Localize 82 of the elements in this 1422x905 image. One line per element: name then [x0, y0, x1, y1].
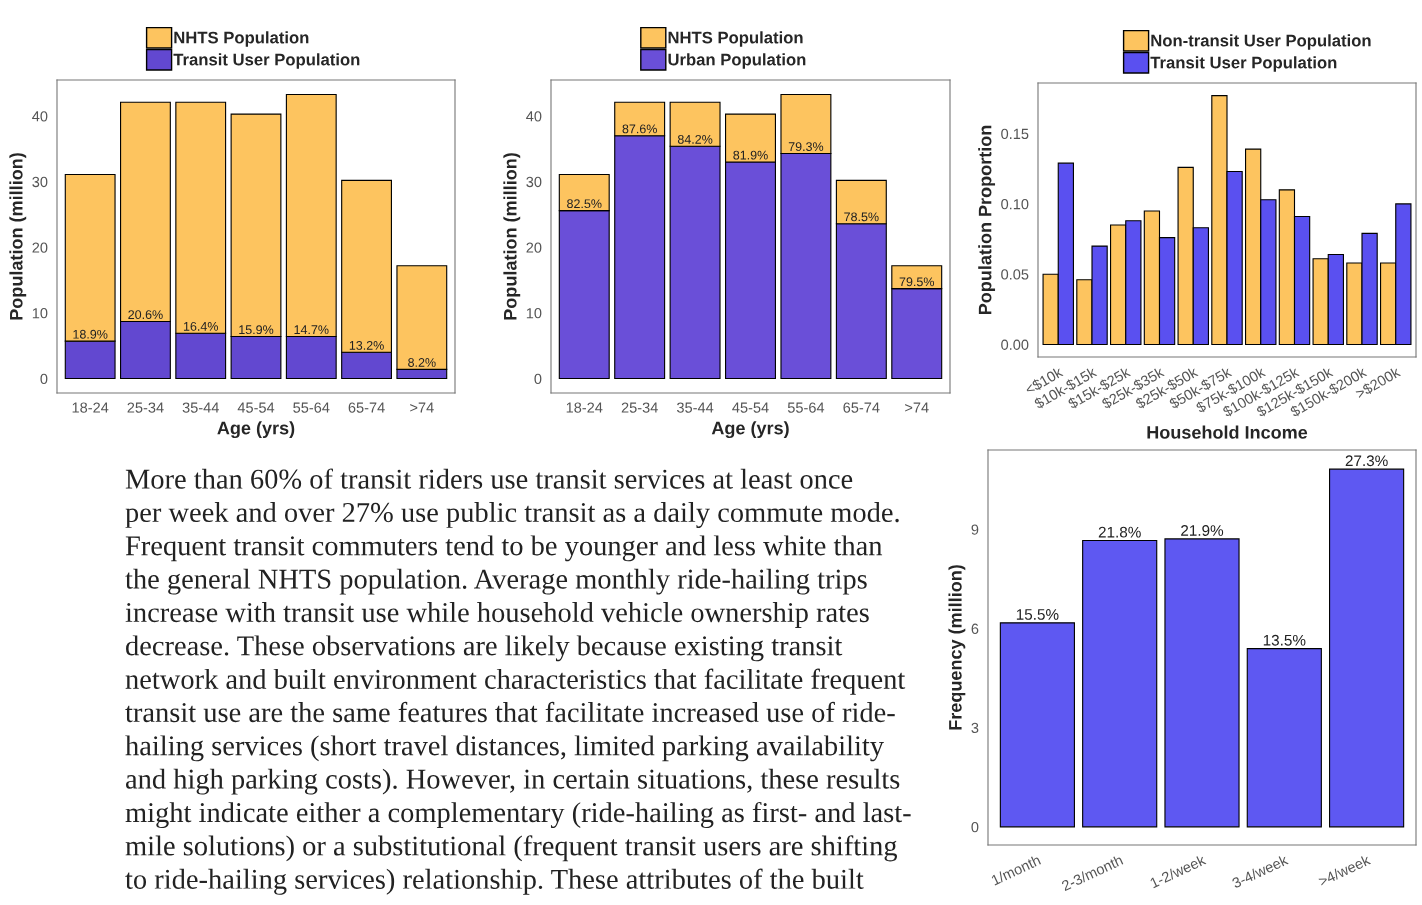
y-tick-label: 3 [971, 722, 979, 734]
y-tick-label: 0 [40, 373, 48, 384]
legend-label: Transit User Population [173, 53, 360, 69]
text: transit use are the same features that facilitate increased use of ride- [125, 701, 895, 723]
x-tick-label: >74 [410, 402, 434, 413]
text: increase with transit use while household vehicle ownership rates [125, 602, 869, 628]
y-tick-label: 10 [526, 308, 542, 319]
legend-label: Urban Population [668, 53, 806, 69]
text: and high parking costs). However, in certain situations, these results [126, 768, 900, 795]
text: to ride-hailing services) relationship. These attributes of the built [125, 868, 864, 895]
y-tick-label: 0.00 [1001, 339, 1029, 350]
y-tick-label: 0.10 [1001, 199, 1029, 210]
y-tick-label: 9 [971, 524, 979, 535]
text: might indicate either a complementary (ride-hailing as first- and last- [125, 801, 911, 829]
y-tick-label: 20 [32, 242, 48, 253]
annotation: 82.5% [567, 199, 602, 209]
y-axis-title: Frequency (million) [948, 565, 966, 730]
y-tick-label: 0 [971, 821, 979, 833]
x-tick-label: 18-24 [566, 402, 603, 413]
annotation: 8.2% [408, 358, 436, 367]
text: hailing services (short travel distances, limited parking availability [125, 735, 884, 762]
y-tick-label: 6 [971, 623, 979, 634]
x-tick-label: 35-44 [182, 402, 219, 413]
bar [1082, 540, 1158, 828]
text: Frequent transit commuters tend to be younger and less white than [125, 535, 883, 562]
annotation: 16.4% [183, 321, 218, 331]
annotation: 13.5% [1263, 634, 1306, 646]
y-tick-label: 0.05 [1001, 269, 1029, 280]
annotation: 27.3% [1345, 455, 1388, 467]
text: mile solutions) or a substitutional (frequent transit users are shifting [125, 835, 898, 862]
annotation: 81.9% [733, 150, 768, 160]
bar [1164, 538, 1240, 828]
x-tick-label: 45-54 [237, 402, 275, 413]
legend-label: Transit User Population [1150, 56, 1337, 72]
text: decrease. These observations are likely because existing transit [126, 635, 843, 662]
y-tick-label: 40 [32, 111, 48, 122]
text: the general NHTS population. Average monthly ride-hailing trips [125, 568, 867, 595]
x-tick-label: 65-74 [348, 402, 385, 413]
y-tick-label: 0 [534, 373, 542, 384]
y-tick-label: 20 [526, 242, 542, 253]
annotation: 87.6% [622, 124, 657, 134]
annotation: 15.5% [1016, 609, 1059, 620]
annotation: 79.5% [899, 277, 935, 287]
annotation: 13.2% [349, 340, 384, 350]
text: per week and over 27% use public transit as a daily commute mode. [125, 502, 899, 528]
annotation: 14.7% [294, 325, 329, 335]
annotation: 15.9% [239, 325, 274, 335]
annotation: 21.8% [1098, 526, 1141, 538]
annotation: 21.9% [1181, 525, 1224, 536]
y-tick-label: 40 [526, 111, 542, 122]
annotation: 79.3% [788, 142, 824, 152]
x-tick-label: 55-64 [293, 402, 330, 413]
x-tick-label: 45-54 [732, 402, 769, 413]
y-tick-label: 10 [32, 308, 48, 319]
y-axis-title: Population (million) [9, 153, 27, 320]
legend-label: Non-transit User Population [1151, 34, 1371, 50]
y-axis-title: Population Proportion [978, 125, 996, 315]
legend-label: NHTS Population [668, 31, 803, 47]
y-axis-title: Population (million) [503, 153, 521, 320]
bar [1246, 648, 1322, 828]
x-tick-label: >74 [905, 402, 929, 413]
x-axis-title: Age (yrs) [217, 421, 295, 439]
y-tick-label: 0.15 [1001, 128, 1029, 140]
x-axis-title: Age (yrs) [711, 421, 789, 439]
text: network and built environment characteristics that facilitate frequent [125, 668, 906, 695]
annotation: 18.9% [73, 329, 108, 339]
annotation: 20.6% [128, 310, 163, 320]
bar [999, 622, 1075, 828]
x-tick-label: 25-34 [127, 402, 164, 413]
y-tick-label: 30 [526, 176, 542, 188]
legend-label: NHTS Population [174, 31, 309, 47]
bar [1329, 468, 1405, 828]
x-tick-label: 65-74 [843, 402, 880, 413]
x-tick-label: 25-34 [621, 402, 658, 413]
text: More than 60% of transit riders use transit services at least once [125, 468, 853, 489]
annotation: 78.5% [844, 212, 879, 222]
annotation: 84.2% [677, 134, 713, 144]
x-tick-label: 35-44 [676, 402, 714, 413]
x-tick-label: 18-24 [72, 402, 109, 413]
x-tick-label: 55-64 [787, 402, 825, 413]
x-axis-title: Household Income [1147, 425, 1308, 439]
y-tick-label: 30 [32, 176, 48, 188]
